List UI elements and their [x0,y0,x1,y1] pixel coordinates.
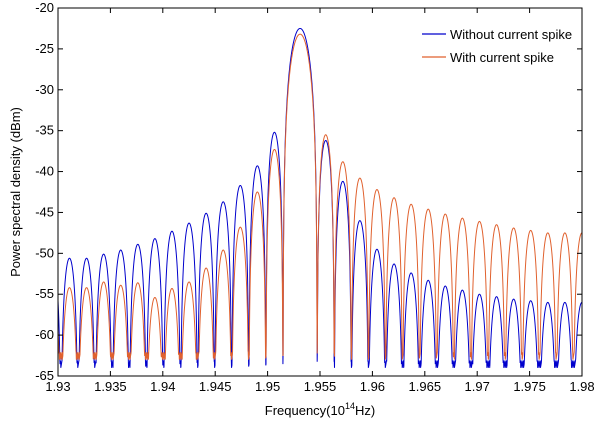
tick-layer: 1.93 1.935 1.94 1.945 1.95 1.955 1.96 1.965 1.97… [35,0,594,394]
y-axis-label: Power spectral density (dBm) [8,107,23,277]
y-tick-label: -50 [35,245,54,260]
legend-label: With current spike [450,50,554,65]
series-line-with-spike [57,33,583,360]
x-axis-label-exponent: 14 [345,401,355,411]
y-tick-label: -35 [35,123,54,138]
legend: Without current spike With current spike [422,27,572,65]
y-tick-label: -60 [35,327,54,342]
x-tick-label: 1.955 [304,379,337,394]
y-tick-label: -40 [35,164,54,179]
y-tick-label: -45 [35,204,54,219]
x-axis-label-unit: Hz) [355,403,375,418]
x-tick-label: 1.935 [94,379,127,394]
y-tick-label: -20 [35,0,54,15]
x-tick-label: 1.95 [255,379,280,394]
x-tick-label: 1.945 [199,379,232,394]
x-tick-label: 1.975 [513,379,546,394]
y-tick-label: -25 [35,41,54,56]
legend-label: Without current spike [450,27,572,42]
y-tick-label: -55 [35,286,54,301]
x-tick-label: 1.965 [409,379,442,394]
y-tick-label: -65 [35,368,54,383]
series-layer [57,27,583,368]
x-tick-label: 1.94 [150,379,175,394]
x-tick-label: 1.97 [465,379,490,394]
x-axis-label-main: Frequency(10 [265,403,345,418]
x-tick-label: 1.93 [45,379,70,394]
x-axis-label: Frequency(1014Hz) [265,401,375,418]
y-tick-label: -30 [35,82,54,97]
x-tick-label: 1.96 [360,379,385,394]
x-tick-label: 1.98 [569,379,594,394]
